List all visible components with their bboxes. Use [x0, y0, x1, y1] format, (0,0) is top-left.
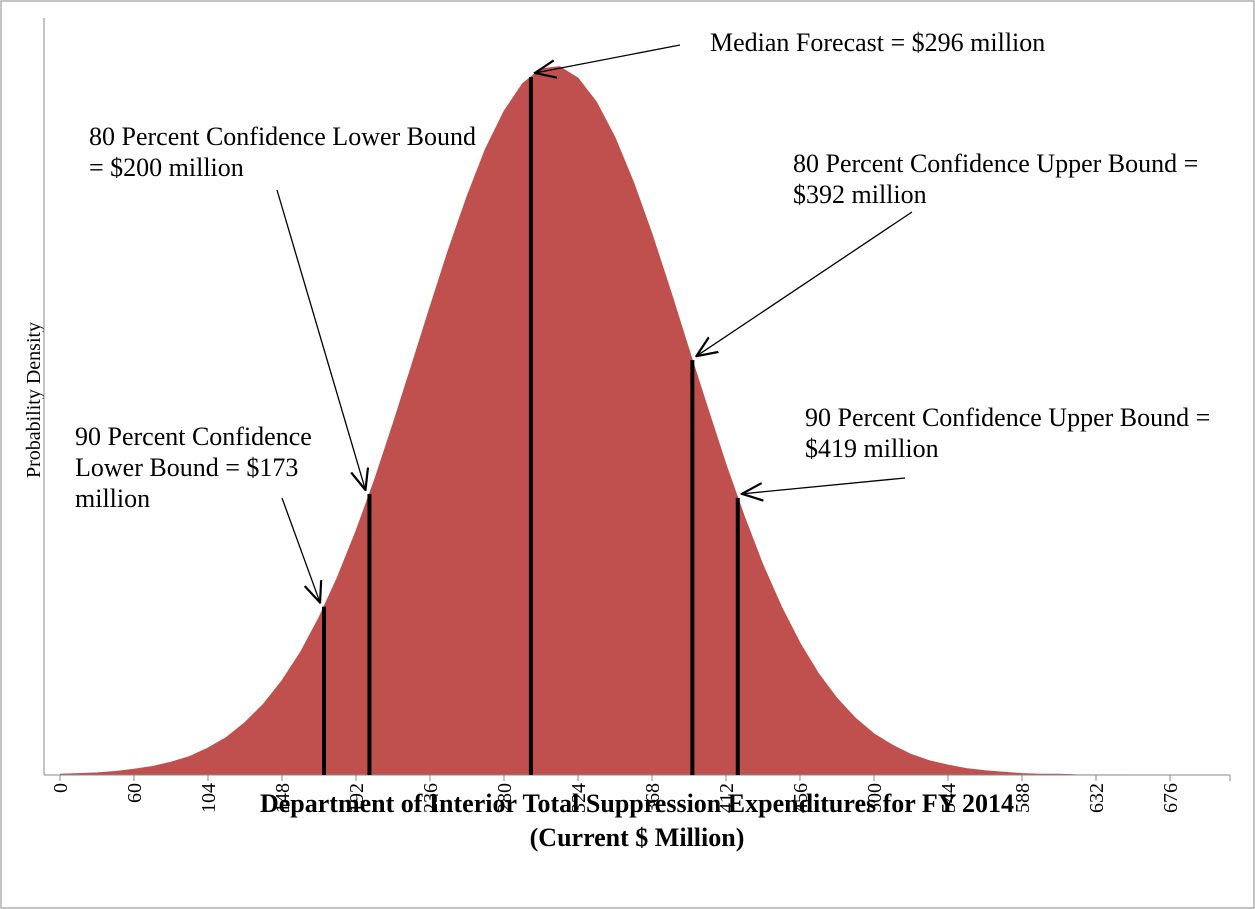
- y-axis-label: Probability Density: [23, 322, 45, 478]
- annotation-arrow: [281, 497, 320, 603]
- density-area: [59, 66, 1171, 776]
- x-tick-label: 148: [272, 783, 294, 813]
- x-tick-label: 500: [864, 783, 886, 813]
- x-tick-label: 60: [124, 783, 146, 803]
- x-tick-label: 412: [716, 783, 738, 813]
- x-tick-label: 456: [790, 783, 812, 813]
- annotation: Median Forecast = $296 million: [710, 28, 1046, 57]
- annotation: 90 Percent Confidence Upper Bound = $419…: [805, 403, 1211, 463]
- x-tick-label: 324: [568, 783, 590, 813]
- x-tick-label: 368: [642, 783, 664, 813]
- x-tick-label: 676: [1160, 783, 1182, 813]
- x-tick-label: 544: [938, 783, 960, 813]
- annotation: 90 Percent Confidence Lower Bound = $173…: [75, 422, 312, 513]
- annotation: 80 Percent Confidence Upper Bound = $392…: [793, 149, 1199, 209]
- annotation: 80 Percent Confidence Lower Bound = $200…: [89, 122, 477, 182]
- x-tick-label: 588: [1012, 783, 1034, 813]
- x-tick-label: 104: [198, 783, 220, 813]
- x-axis-label: Department of Interior Total Suppression…: [260, 789, 1014, 818]
- x-tick-label: 280: [494, 783, 516, 813]
- x-tick-label: 0: [50, 783, 72, 793]
- annotation-arrow: [696, 211, 913, 356]
- x-tick-label: 632: [1086, 783, 1108, 813]
- x-tick-label: 192: [346, 783, 368, 813]
- annotation-arrow: [276, 189, 365, 490]
- annotation-arrow: [742, 477, 906, 494]
- x-axis-label: (Current $ Million): [530, 823, 745, 852]
- annotation-arrow: [535, 44, 681, 73]
- x-tick-label: 236: [420, 783, 442, 813]
